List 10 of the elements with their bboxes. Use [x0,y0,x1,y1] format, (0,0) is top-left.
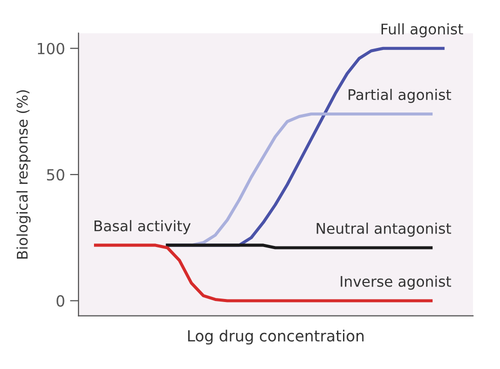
y-tick-label: 100 [38,42,64,54]
x-axis-title: Log drug concentration [188,330,364,345]
y-axis-title: Biological response (%) [16,90,31,259]
series-label: Full agonist [382,23,464,38]
series-label: Partial agonist [348,88,452,103]
series-label: Inverse agonist [340,276,452,290]
series-label: Neutral antagonist [316,222,452,237]
annotation: Basal activity [94,220,191,234]
y-tick-label: 0 [56,295,64,307]
y-tick-label: 50 [47,169,64,181]
